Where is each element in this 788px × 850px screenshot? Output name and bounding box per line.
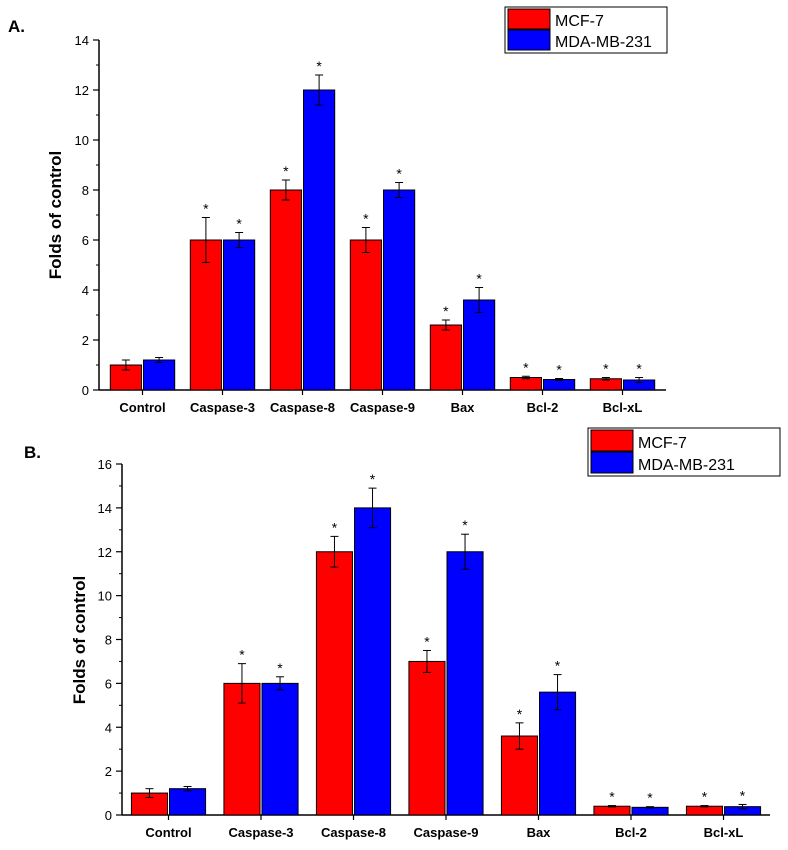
significance-marker: * [370,471,376,487]
significance-marker: * [555,658,561,674]
x-tick-label: Caspase-9 [413,825,478,840]
legend-label: MDA-MB-231 [555,34,652,51]
significance-marker: * [316,58,322,74]
y-tick-label: 4 [82,283,89,298]
y-tick-label: 0 [105,808,112,823]
legend-swatch-mda-mb-231 [507,29,551,51]
bar-mda-mb-231 [223,239,256,391]
x-tick-label: Caspase-9 [350,400,415,415]
bar-mda-mb-231 [446,551,484,816]
bar-mcf7 [685,805,723,816]
x-tick-label: Control [119,400,165,415]
significance-marker: * [443,303,449,319]
y-tick-label: 4 [105,720,112,735]
x-tick-label: Bcl-xL [603,400,643,415]
significance-marker: * [517,706,523,722]
bar-mda-mb-231 [303,89,336,391]
bar-mcf7 [349,239,382,391]
bar-mcf7 [429,324,462,391]
bar-mcf7 [509,377,542,391]
bar-mda-mb-231 [169,788,207,816]
x-tick-label: Bax [451,400,476,415]
y-tick-label: 14 [98,501,112,516]
significance-marker: * [647,790,653,806]
significance-marker: * [740,787,746,803]
bar-mcf7 [315,551,353,816]
y-tick-label: 14 [75,33,89,48]
legend-swatch-mcf7 [590,429,634,452]
bar-mcf7 [223,682,261,816]
significance-marker: * [239,647,245,663]
bar-mcf7 [408,660,446,816]
bar-mda-mb-231 [543,379,576,391]
significance-marker: * [396,166,402,182]
bar-mcf7 [269,189,302,391]
significance-marker: * [702,789,708,805]
x-tick-label: Bcl-2 [527,400,559,415]
y-axis-title: Folds of control [46,151,65,279]
y-axis-title: Folds of control [70,576,89,704]
y-tick-label: 12 [75,83,89,98]
x-tick-label: Bcl-2 [615,825,647,840]
y-tick-label: 2 [105,764,112,779]
significance-marker: * [283,163,289,179]
significance-marker: * [556,362,562,378]
legend-label: MDA-MB-231 [638,457,735,474]
significance-marker: * [462,517,468,533]
y-tick-label: 10 [75,133,89,148]
significance-marker: * [523,359,529,375]
y-tick-label: 8 [105,633,112,648]
legend-swatch-mcf7 [507,8,551,30]
bar-mda-mb-231 [261,682,299,816]
y-tick-label: 2 [82,333,89,348]
bar-mda-mb-231 [463,299,496,391]
significance-marker: * [476,271,482,287]
bar-mcf7 [500,735,538,816]
legend-swatch-mda-mb-231 [590,451,634,474]
significance-marker: * [332,519,338,535]
x-tick-label: Caspase-8 [270,400,335,415]
bar-mcf7 [593,805,631,816]
bar-mda-mb-231 [539,691,577,816]
bar-mda-mb-231 [143,359,176,391]
significance-marker: * [363,211,369,227]
y-tick-label: 6 [105,676,112,691]
bar-mcf7 [189,239,223,391]
significance-marker: * [636,361,642,377]
y-tick-label: 10 [98,589,112,604]
y-tick-label: 12 [98,545,112,560]
significance-marker: * [236,216,242,232]
significance-marker: * [277,660,283,676]
bar-mda-mb-231 [383,189,416,391]
legend-label: MCF-7 [555,13,604,30]
x-tick-label: Bax [527,825,552,840]
y-tick-label: 8 [82,183,89,198]
panel-label: B. [24,443,41,462]
x-tick-label: Bcl-xL [704,825,744,840]
y-tick-label: 16 [98,457,112,472]
significance-marker: * [424,633,430,649]
y-tick-label: 0 [82,383,89,398]
panel-label: A. [8,17,25,36]
chart-panel-a: A. Folds of control 0 2 4 6 8 10 12 14 Control Ca… [8,6,668,415]
legend-label: MCF-7 [638,435,687,452]
significance-marker: * [203,201,209,217]
x-tick-label: Caspase-3 [228,825,293,840]
bar-mda-mb-231 [354,507,392,816]
y-tick-label: 6 [82,233,89,248]
significance-marker: * [609,789,615,805]
x-tick-label: Caspase-8 [321,825,386,840]
significance-marker: * [603,361,609,377]
x-tick-label: Control [145,825,191,840]
x-tick-label: Caspase-3 [190,400,255,415]
chart-panel-b: B. Folds of control 0 2 4 6 8 10 12 14 16 Control… [24,427,781,840]
